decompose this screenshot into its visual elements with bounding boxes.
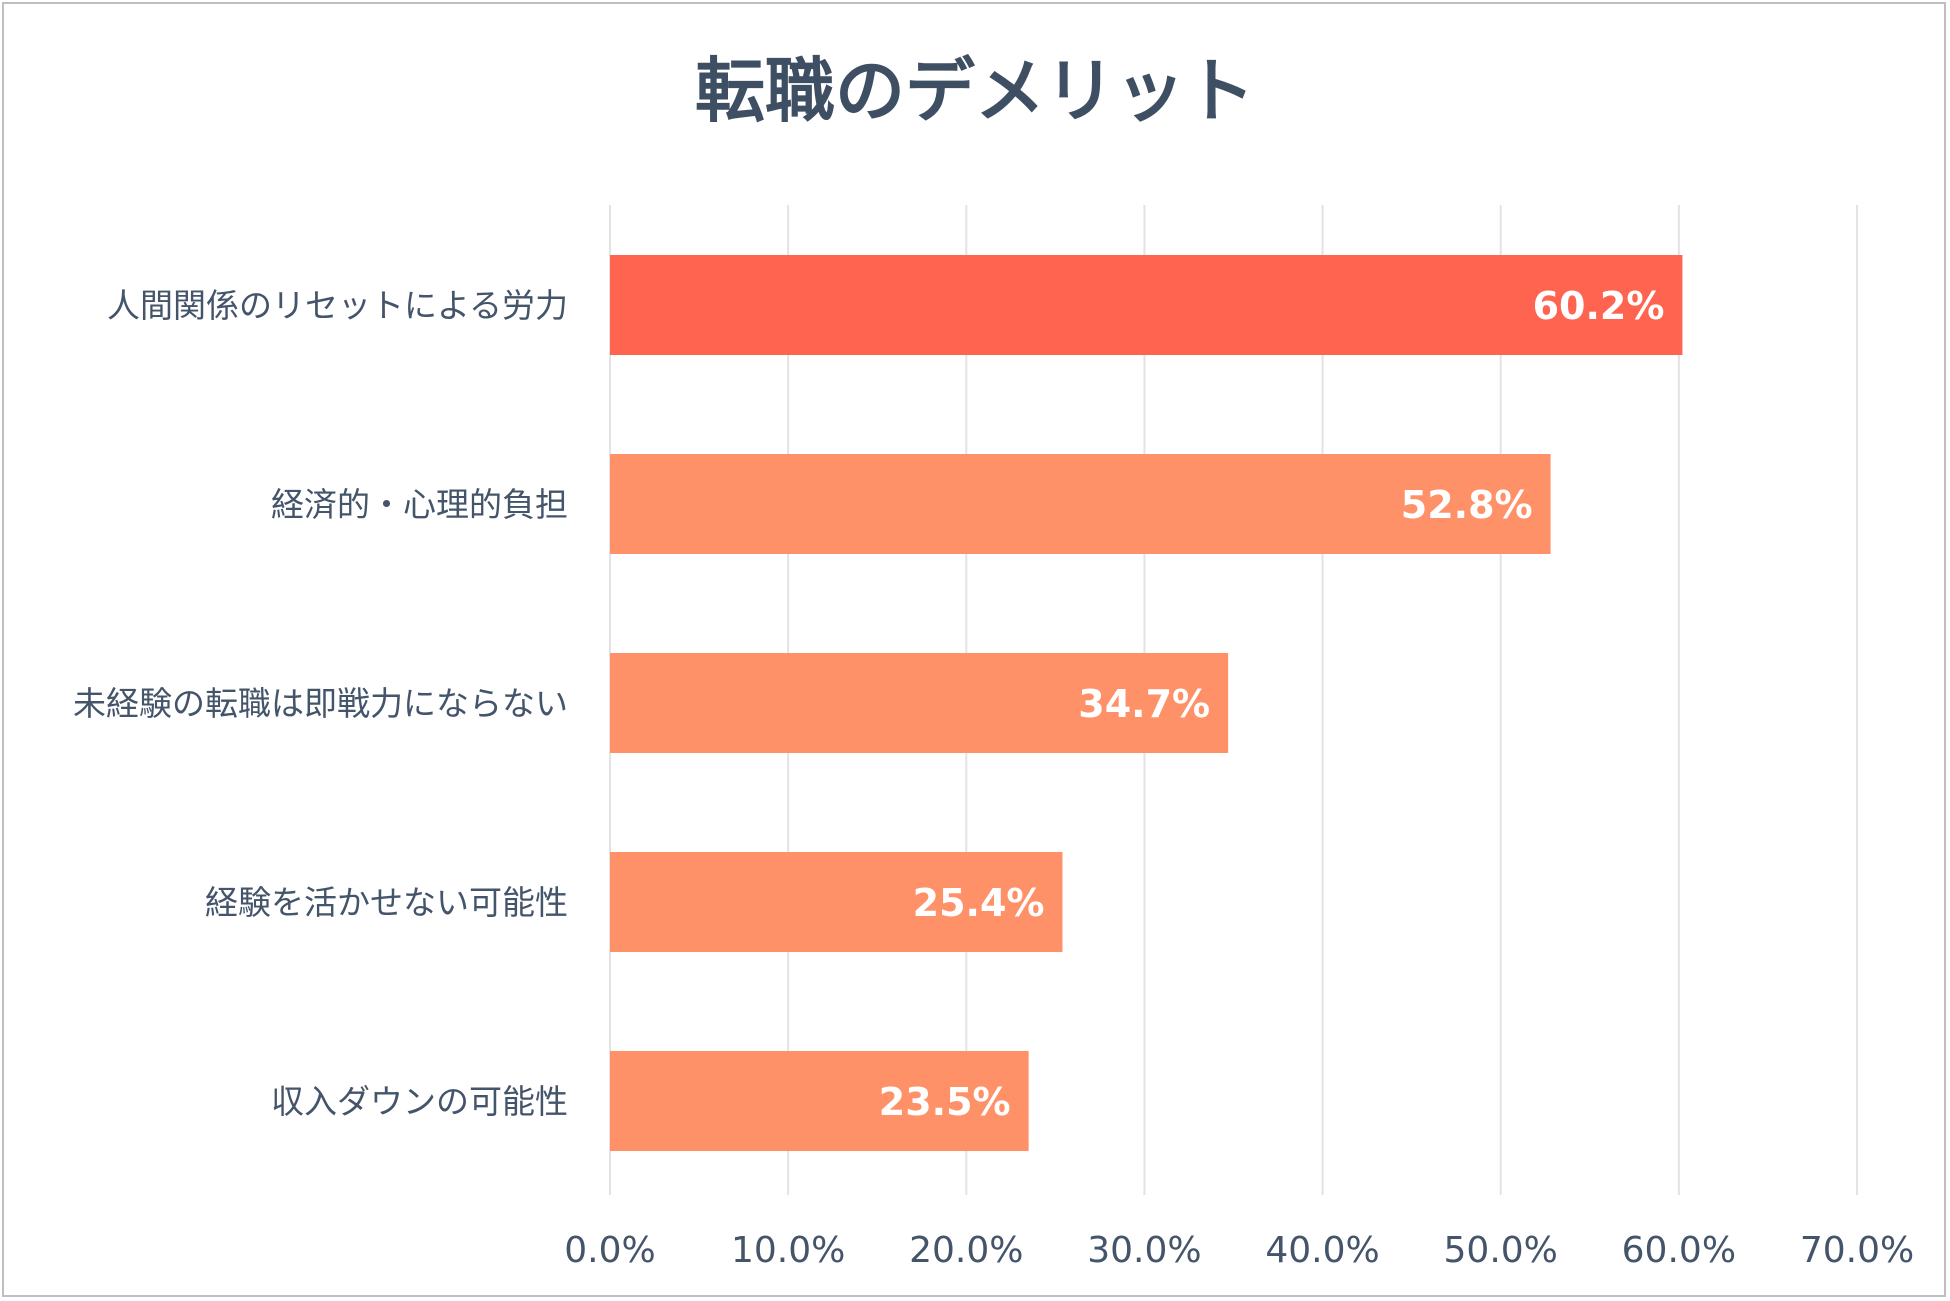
bar-0: [610, 255, 1683, 355]
bar-2: [610, 653, 1229, 753]
value-labels: 60.2% 52.8% 34.7% 25.4% 23.5%: [879, 284, 1665, 1124]
bar-1: [610, 454, 1551, 554]
category-label-0: 人間関係のリセットによる労力: [107, 286, 568, 325]
x-tick-label-1: 10.0%: [731, 1230, 845, 1271]
category-label-2: 未経験の転職は即戦力にならない: [73, 684, 568, 723]
category-label-1: 経済的・心理的負担: [271, 485, 568, 524]
x-tick-label-4: 40.0%: [1265, 1230, 1379, 1271]
value-label-2: 34.7%: [1078, 682, 1210, 726]
x-tick-label-0: 0.0%: [564, 1230, 655, 1271]
x-axis-ticks: 0.0% 10.0% 20.0% 30.0% 40.0% 50.0% 60.0% 70.0%: [564, 1230, 1914, 1271]
value-label-4: 23.5%: [879, 1080, 1011, 1124]
grid-lines: [609, 205, 1858, 1195]
value-label-0: 60.2%: [1533, 284, 1665, 328]
category-label-3: 経験を活かせない可能性: [205, 883, 568, 922]
value-label-3: 25.4%: [913, 881, 1045, 925]
x-tick-label-2: 20.0%: [909, 1230, 1023, 1271]
x-tick-label-5: 50.0%: [1444, 1230, 1558, 1271]
x-tick-label-3: 30.0%: [1087, 1230, 1201, 1271]
x-tick-label-6: 60.0%: [1622, 1230, 1736, 1271]
chart-title: 転職のデメリット: [695, 50, 1255, 132]
category-label-4: 収入ダウンの可能性: [271, 1082, 568, 1121]
value-label-1: 52.8%: [1401, 483, 1533, 527]
category-labels: 人間関係のリセットによる労力経済的・心理的負担未経験の転職は即戦力にならない経験…: [73, 286, 568, 1121]
bars: [610, 255, 1683, 1151]
x-tick-label-7: 70.0%: [1800, 1230, 1914, 1271]
bar-3: [610, 852, 1063, 952]
bar-4: [610, 1051, 1029, 1151]
